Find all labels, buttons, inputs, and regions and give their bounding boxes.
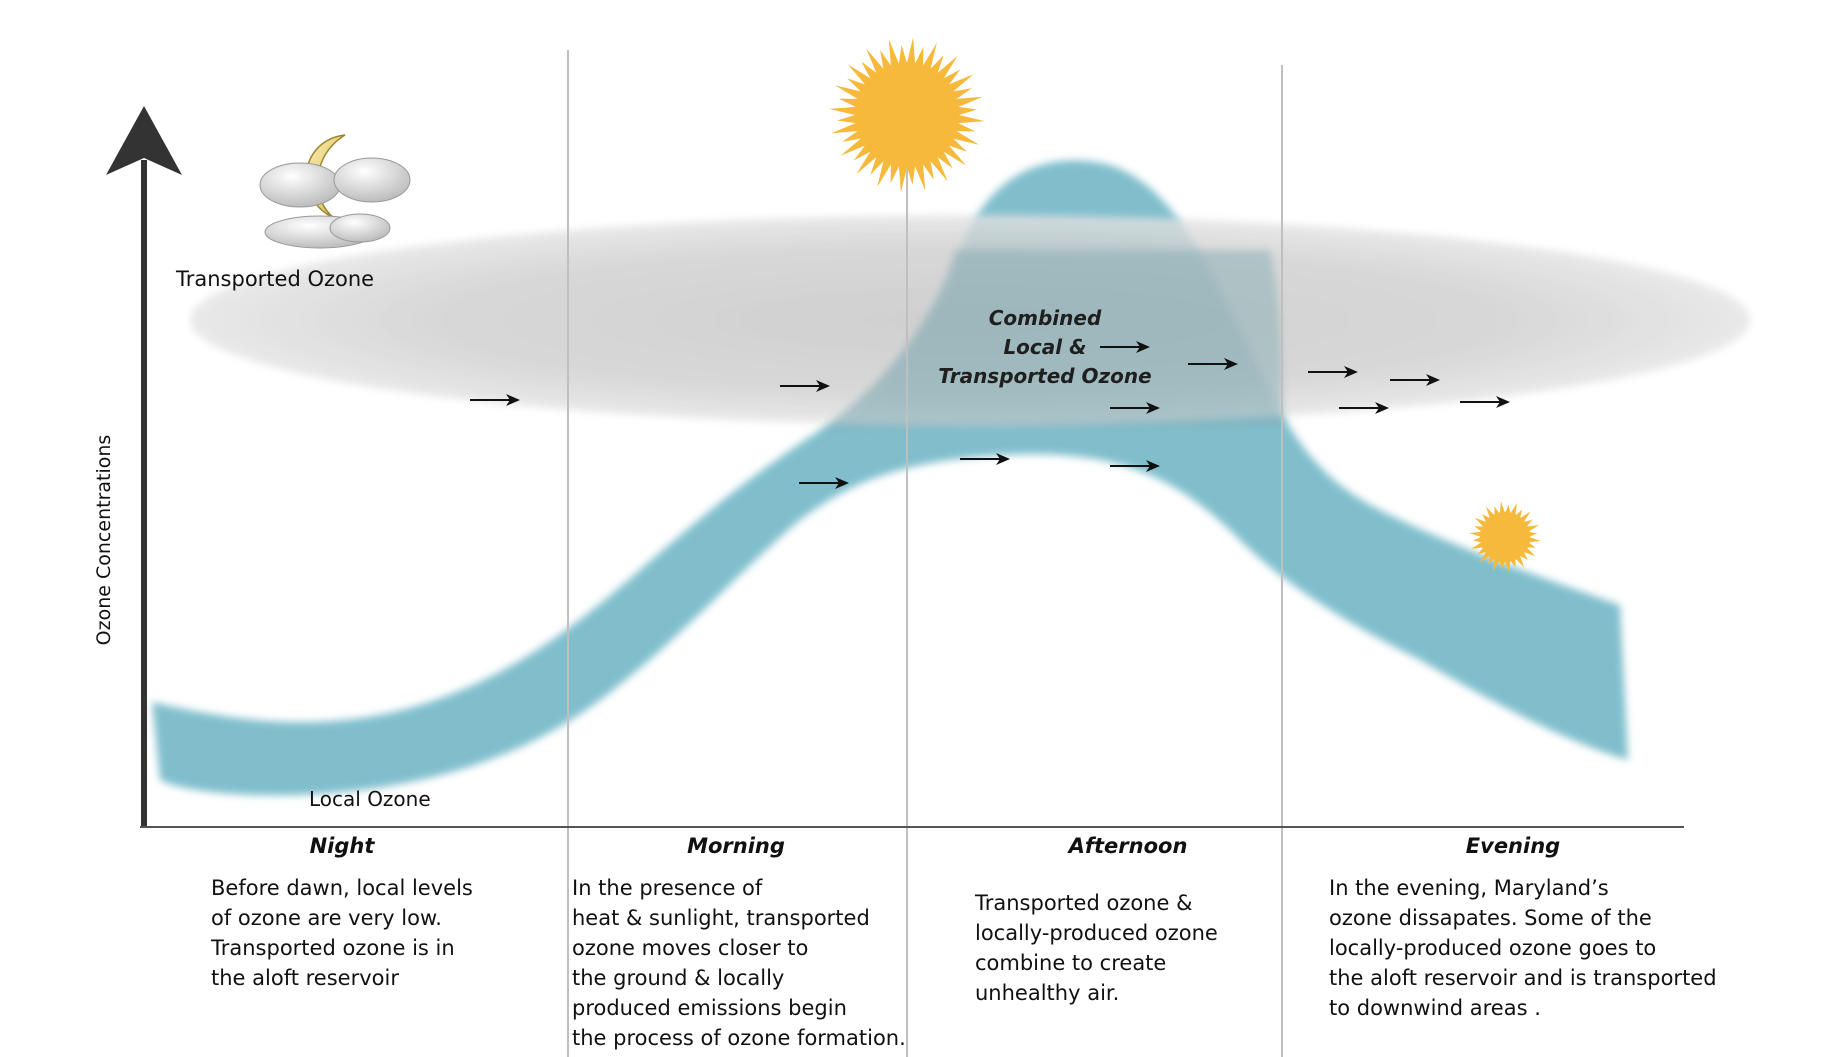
- period-desc-morning: In the presence of heat & sunlight, tran…: [572, 873, 906, 1053]
- desc-line: the process of ozone formation.: [572, 1026, 906, 1050]
- desc-line: In the evening, Maryland’s: [1329, 876, 1609, 900]
- arrow-head: [1146, 460, 1160, 472]
- combined-ozone-region: [820, 250, 1285, 430]
- sun-core: [1480, 512, 1530, 562]
- arrow-head: [1344, 366, 1358, 378]
- desc-line: Transported ozone &: [975, 891, 1193, 915]
- sun-icon: [829, 37, 985, 193]
- arrow-head: [1146, 402, 1160, 414]
- sun-core: [855, 63, 959, 167]
- transported-ozone-label: Transported Ozone: [176, 267, 375, 291]
- combined-line: Local &: [1003, 335, 1087, 359]
- arrow-head: [816, 380, 830, 392]
- period-title-evening: Evening: [1465, 834, 1561, 858]
- desc-line: the ground & locally: [572, 966, 785, 990]
- desc-line: the aloft reservoir and is transported: [1329, 966, 1717, 990]
- y-axis-arrowhead: [106, 106, 182, 175]
- period-title-night: Night: [309, 834, 375, 858]
- arrow-head: [1136, 341, 1150, 353]
- desc-line: ozone moves closer to: [572, 936, 809, 960]
- arrow-head: [1496, 396, 1510, 408]
- arrow-head: [506, 394, 520, 406]
- desc-line: combine to create: [975, 951, 1167, 975]
- desc-line: to downwind areas .: [1329, 996, 1541, 1020]
- period-desc-afternoon: Transported ozone & locally-produced ozo…: [975, 888, 1218, 1008]
- desc-line: Transported ozone is in: [211, 936, 455, 960]
- transport-arrows: [470, 341, 1510, 489]
- local-ozone-label: Local Ozone: [309, 787, 431, 811]
- period-desc-evening: In the evening, Maryland’s ozone dissapa…: [1329, 873, 1717, 1023]
- y-axis-title: Ozone Concentrations: [93, 434, 115, 646]
- desc-line: Before dawn, local levels: [211, 876, 473, 900]
- arrow-head: [1426, 374, 1440, 386]
- arrow-head: [1224, 358, 1238, 370]
- desc-line: heat & sunlight, transported: [572, 906, 870, 930]
- desc-line: of ozone are very low.: [211, 906, 442, 930]
- desc-line: locally-produced ozone: [975, 921, 1218, 945]
- period-title-morning: Morning: [687, 834, 785, 858]
- combined-line: Transported Ozone: [938, 364, 1152, 388]
- desc-line: the aloft reservoir: [211, 966, 399, 990]
- desc-line: locally-produced ozone goes to: [1329, 936, 1657, 960]
- period-title-afternoon: Afternoon: [1068, 834, 1188, 858]
- arrow-head: [835, 477, 849, 489]
- arrow-head: [996, 453, 1010, 465]
- desc-line: In the presence of: [572, 876, 763, 900]
- combined-ozone-label: Combined Local & Transported Ozone: [938, 304, 1151, 391]
- small-sun-icon: [1469, 501, 1541, 573]
- moon-cloud-icon: [259, 134, 411, 249]
- desc-line: ozone dissapates. Some of the: [1329, 906, 1652, 930]
- desc-line: produced emissions begin: [572, 996, 847, 1020]
- period-desc-night: Before dawn, local levels of ozone are v…: [211, 873, 473, 993]
- combined-line: Combined: [988, 306, 1102, 330]
- desc-line: unhealthy air.: [975, 981, 1120, 1005]
- local-ozone-band: [152, 160, 1628, 796]
- arrow-head: [1375, 402, 1389, 414]
